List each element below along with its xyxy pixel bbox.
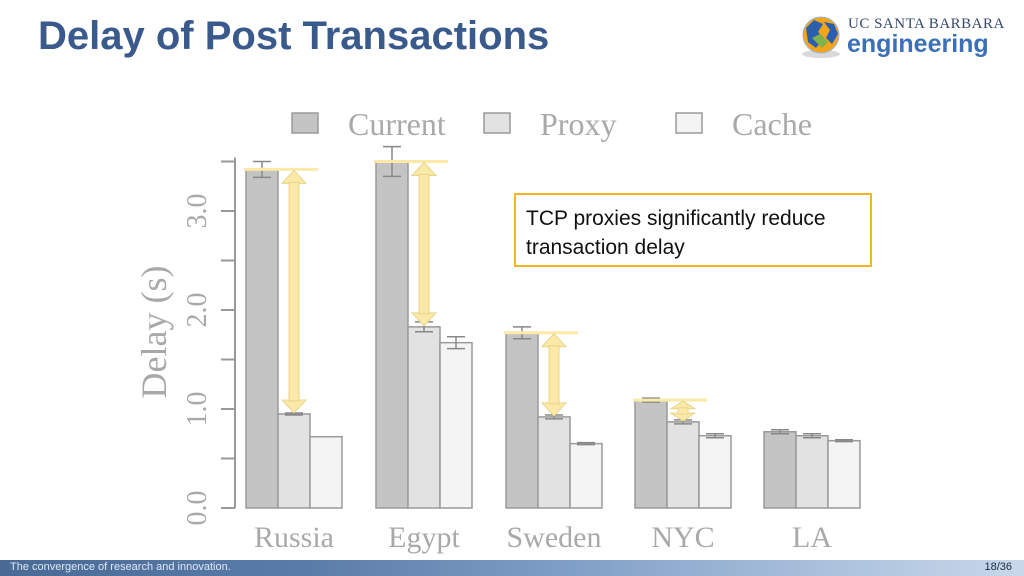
bar-cache	[309, 435, 343, 509]
legend-label-cache: Cache	[732, 106, 812, 142]
annotation-arrowhead-down	[540, 402, 568, 417]
legend-swatch-proxy	[483, 112, 511, 134]
bar-current	[763, 431, 797, 509]
annotation-arrow-shaft	[677, 407, 689, 415]
bar-cache	[827, 439, 861, 509]
x-category-label: Egypt	[388, 521, 460, 554]
bar-proxy	[277, 413, 311, 509]
ucsb-engineering-logo: UC SANTA BARBARA engineering	[798, 12, 1008, 64]
logo-line-1: UC SANTA BARBARA	[848, 16, 1005, 32]
bar-proxy	[407, 326, 441, 509]
annotation-arrowhead-up	[280, 169, 308, 184]
slide-title: Delay of Post Transactions	[38, 14, 550, 58]
bar-current	[505, 332, 539, 509]
bar-current	[634, 399, 668, 509]
y-tick-label: 1.0	[182, 392, 213, 427]
annotation-arrowhead-up	[540, 333, 568, 348]
annotation-arrow-shaft	[418, 174, 430, 315]
stray-text-fragment	[404, 546, 444, 560]
bar-current	[375, 160, 409, 509]
bar-current	[245, 168, 279, 509]
bar-cache	[698, 434, 732, 509]
annotation-arrow-shaft	[288, 181, 300, 402]
legend-label-proxy: Proxy	[540, 106, 616, 142]
bar-cache	[569, 442, 603, 509]
y-axis-label: Delay (s)	[134, 266, 174, 399]
bar-cache	[439, 341, 473, 509]
y-tick-label: 2.0	[182, 293, 213, 328]
footer-bar: The convergence of research and innovati…	[0, 560, 1024, 576]
x-category-label: Sweden	[507, 521, 602, 554]
annotation-arrowhead-up	[410, 161, 438, 176]
x-category-label: Russia	[254, 521, 334, 554]
x-category-label: NYC	[651, 521, 714, 554]
annotation-arrow-shaft	[548, 345, 560, 405]
y-tick-label: 0.0	[182, 491, 213, 526]
legend-swatch-current	[291, 112, 319, 134]
annotation-arrowhead-down	[280, 399, 308, 414]
bar-proxy	[537, 416, 571, 509]
page-number: 18/36	[984, 561, 1012, 573]
globe-logo-icon	[802, 16, 840, 58]
bar-proxy	[795, 434, 829, 509]
logo-line-2: engineering	[847, 30, 989, 58]
footer-text: The convergence of research and innovati…	[10, 561, 231, 573]
legend-label-current: Current	[348, 106, 446, 142]
legend-swatch-cache	[675, 112, 703, 134]
x-category-label: LA	[792, 521, 832, 554]
annotation-arrowhead-down	[410, 312, 438, 327]
y-tick-label: 3.0	[182, 194, 213, 229]
bar-proxy	[666, 421, 700, 509]
callout-box: TCP proxies significantly reduce transac…	[514, 193, 872, 267]
